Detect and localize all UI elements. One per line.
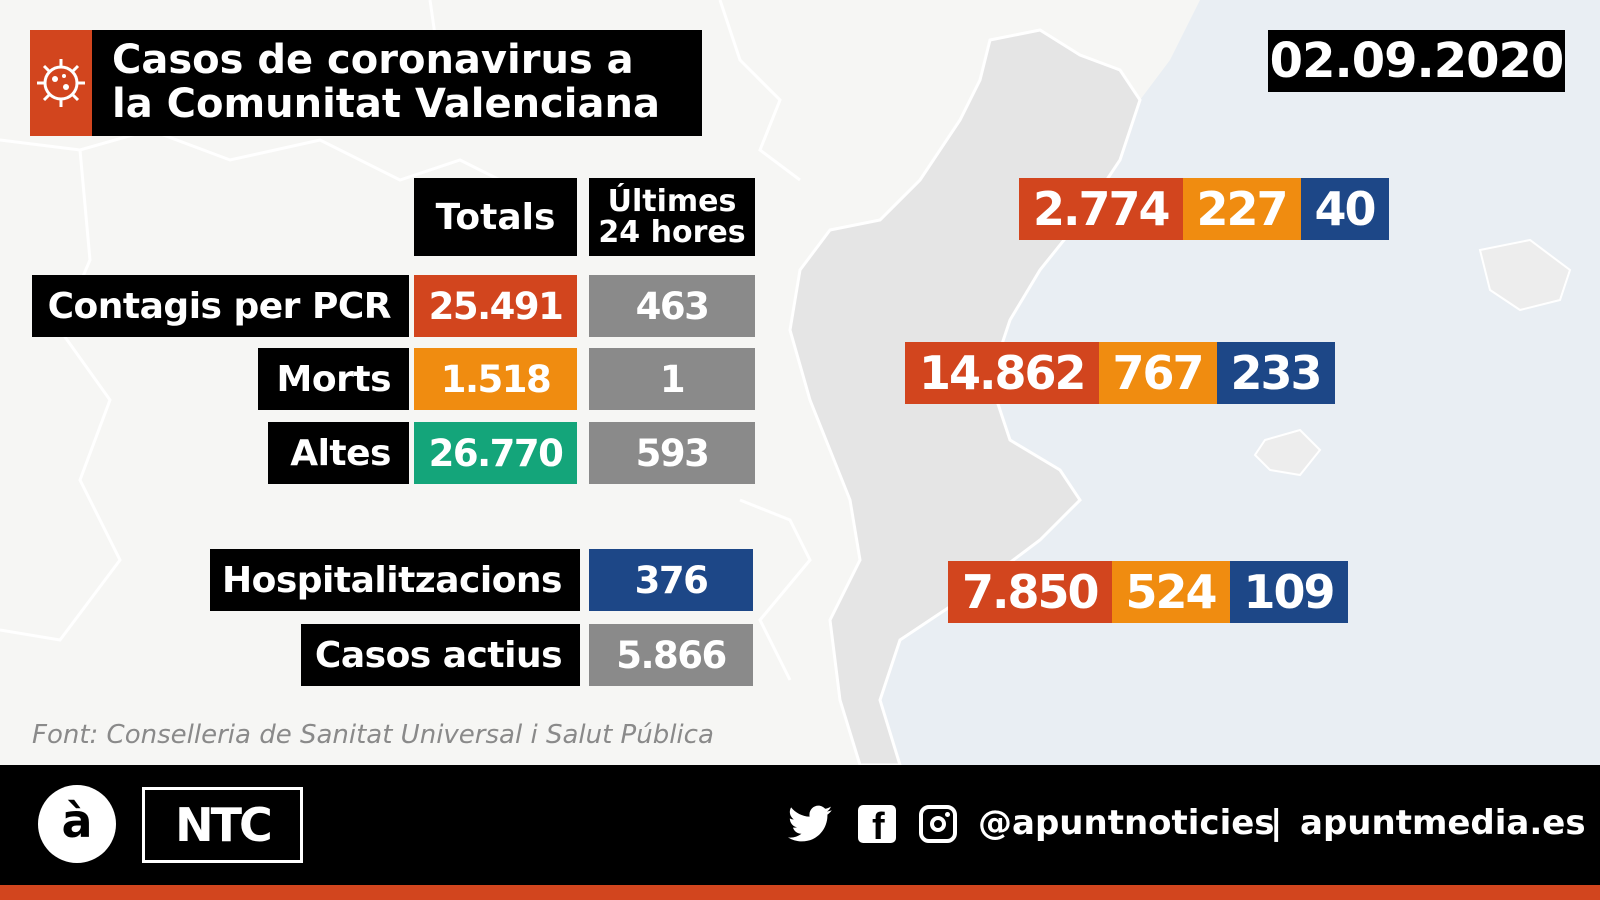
header-last-24h: Últimes 24 hores <box>589 178 755 256</box>
row-last24-morts: 1 <box>589 348 755 410</box>
row-total-contagis: 25.491 <box>414 275 577 337</box>
row-label-contagis: Contagis per PCR <box>32 275 409 337</box>
row-total-altes: 26.770 <box>414 422 577 484</box>
province-3-hospital: 109 <box>1229 561 1348 623</box>
row-total-morts: 1.518 <box>414 348 577 410</box>
value-casos-actius: 5.866 <box>589 624 753 686</box>
province-stats-2: 14.862 767 233 <box>905 342 1335 404</box>
title-line-1: Casos de coronavirus a <box>112 37 634 83</box>
label-casos-actius: Casos actius <box>301 624 580 686</box>
footer-separator: | <box>1270 803 1283 843</box>
value-hospitalitzacions: 376 <box>589 549 753 611</box>
province-stats-1: 2.774 227 40 <box>1019 178 1389 240</box>
province-1-hospital: 40 <box>1300 178 1389 240</box>
province-1-total: 2.774 <box>1019 178 1183 240</box>
title-box: Casos de coronavirus a la Comunitat Vale… <box>92 30 702 136</box>
row-last24-contagis: 463 <box>589 275 755 337</box>
source-text: Font: Conselleria de Sanitat Universal i… <box>32 720 714 750</box>
island-shape <box>1253 428 1322 477</box>
province-3-deaths: 524 <box>1111 561 1230 623</box>
header-last-24h-line-2: 24 hores <box>598 215 746 250</box>
row-label-altes: Altes <box>268 422 409 484</box>
footer-website[interactable]: apuntmedia.es <box>1300 803 1586 843</box>
province-2-deaths: 767 <box>1098 342 1217 404</box>
apunt-logo-letter: à <box>61 794 93 848</box>
province-3-total: 7.850 <box>948 561 1112 623</box>
twitter-icon[interactable] <box>788 805 832 843</box>
footer-bar: à NTC f @apuntnoticies | apuntmedia.es <box>0 765 1600 885</box>
ntc-logo-text: NTC <box>175 798 273 852</box>
header-totals: Totals <box>414 178 577 256</box>
province-2-hospital: 233 <box>1216 342 1335 404</box>
island-shape-2 <box>1478 238 1572 312</box>
row-last24-altes: 593 <box>589 422 755 484</box>
title-line-2: la Comunitat Valenciana <box>112 81 660 127</box>
province-2-total: 14.862 <box>905 342 1099 404</box>
province-stats-3: 7.850 524 109 <box>948 561 1348 623</box>
facebook-icon[interactable]: f <box>858 805 896 843</box>
header-last-24h-line-1: Últimes <box>607 184 737 219</box>
province-1-deaths: 227 <box>1182 178 1301 240</box>
date-label: 02.09.2020 <box>1268 30 1565 92</box>
footer-handle[interactable]: @apuntnoticies <box>978 803 1275 843</box>
footer-stripe <box>0 885 1600 900</box>
instagram-icon[interactable] <box>919 805 957 843</box>
apunt-logo[interactable]: à <box>38 785 116 863</box>
virus-icon <box>37 59 85 107</box>
title-icon-box <box>30 30 92 136</box>
label-hospitalitzacions: Hospitalitzacions <box>210 549 580 611</box>
ntc-logo[interactable]: NTC <box>142 787 303 863</box>
row-label-morts: Morts <box>258 348 409 410</box>
